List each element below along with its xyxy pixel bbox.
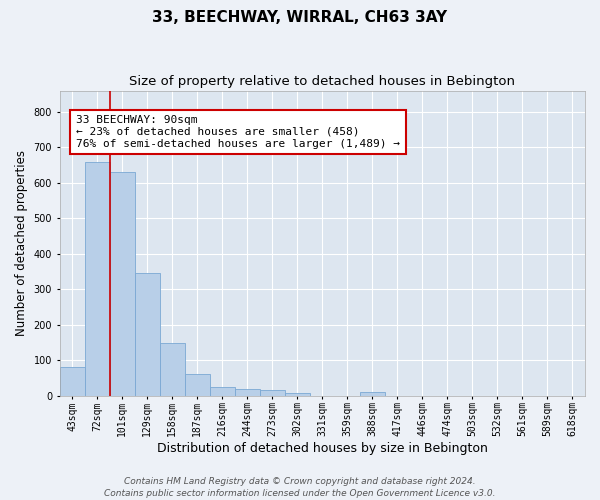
Y-axis label: Number of detached properties: Number of detached properties xyxy=(15,150,28,336)
Text: Contains HM Land Registry data © Crown copyright and database right 2024.
Contai: Contains HM Land Registry data © Crown c… xyxy=(104,476,496,498)
Bar xyxy=(360,392,385,396)
Bar xyxy=(285,393,310,396)
Bar xyxy=(110,172,135,396)
Bar xyxy=(135,272,160,396)
Text: 33, BEECHWAY, WIRRAL, CH63 3AY: 33, BEECHWAY, WIRRAL, CH63 3AY xyxy=(152,10,448,25)
Bar xyxy=(185,374,210,396)
Bar xyxy=(235,388,260,396)
Text: 33 BEECHWAY: 90sqm
← 23% of detached houses are smaller (458)
76% of semi-detach: 33 BEECHWAY: 90sqm ← 23% of detached hou… xyxy=(76,116,400,148)
Bar xyxy=(260,390,285,396)
X-axis label: Distribution of detached houses by size in Bebington: Distribution of detached houses by size … xyxy=(157,442,488,455)
Bar xyxy=(210,387,235,396)
Title: Size of property relative to detached houses in Bebington: Size of property relative to detached ho… xyxy=(130,75,515,88)
Bar xyxy=(59,366,85,396)
Bar xyxy=(85,162,110,396)
Bar xyxy=(160,344,185,396)
